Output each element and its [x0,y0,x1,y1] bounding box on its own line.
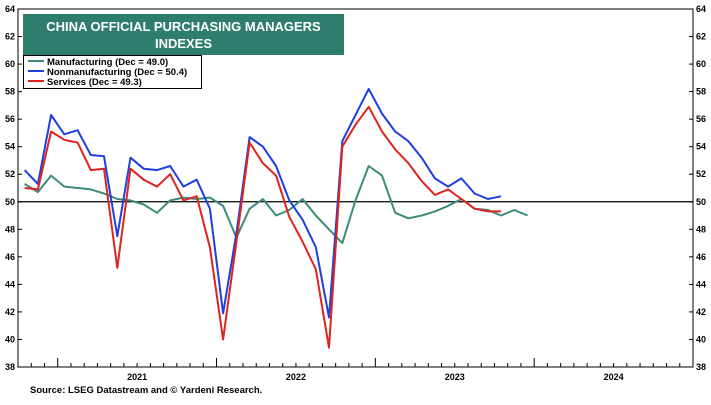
legend-label-manufacturing: Manufacturing (Dec = 49.0) [47,57,169,68]
y-tick-label-left: 54 [5,142,15,152]
y-tick-label-right: 52 [696,169,706,179]
legend: Manufacturing (Dec = 49.0) Nonmanufactur… [23,55,202,89]
y-tick-label-right: 58 [696,87,706,97]
legend-item-manufacturing: Manufacturing (Dec = 49.0) [28,58,168,68]
legend-label-services: Services (Dec = 49.3) [47,77,142,88]
y-tick-label-right: 62 [696,32,706,42]
y-tick-label-right: 46 [696,252,706,262]
y-tick-label-left: 62 [5,32,15,42]
y-tick-label-left: 60 [5,59,15,69]
y-tick-label-right: 54 [696,142,706,152]
legend-swatch-manufacturing [28,60,44,63]
y-tick-label-left: 42 [5,307,15,317]
y-tick-label-left: 58 [5,87,15,97]
x-year-label: 2022 [286,372,306,382]
y-tick-label-right: 56 [696,114,706,124]
y-tick-label-right: 40 [696,334,706,344]
plot-frame [17,8,694,368]
y-tick-label-left: 38 [5,362,15,372]
y-tick-label-right: 38 [696,362,706,372]
chart-title: CHINA OFFICIAL PURCHASING MANAGERS INDEX… [46,19,321,51]
y-tick-label-right: 44 [696,279,706,289]
y-tick-label-left: 52 [5,169,15,179]
y-tick-label-left: 56 [5,114,15,124]
legend-swatch-nonmanufacturing [28,70,44,73]
series-line-nonmanufacturing [23,87,502,319]
y-tick-label-right: 42 [696,307,706,317]
y-tick-label-left: 50 [5,197,15,207]
source-note: Source: LSEG Datastream and © Yardeni Re… [30,385,263,396]
y-tick-label-left: 44 [5,279,15,289]
chart-title-box: CHINA OFFICIAL PURCHASING MANAGERS INDEX… [23,14,344,68]
y-tick-label-right: 60 [696,59,706,69]
x-year-label: 2023 [445,372,465,382]
y-tick-label-right: 50 [696,197,706,207]
legend-item-nonmanufacturing: Nonmanufacturing (Dec = 50.4) [28,68,187,78]
series-line-services [24,105,502,349]
y-tick-label-left: 46 [5,252,15,262]
legend-label-nonmanufacturing: Nonmanufacturing (Dec = 50.4) [47,67,188,78]
y-tick-label-left: 40 [5,334,15,344]
y-tick-label-left: 48 [5,224,15,234]
y-tick-label-right: 48 [696,224,706,234]
y-tick-label-left: 64 [5,4,15,14]
legend-swatch-services [28,80,44,83]
y-tick-label-right: 64 [696,4,706,14]
x-year-label: 2021 [127,372,147,382]
x-year-label: 2024 [604,372,624,382]
legend-item-services: Services (Dec = 49.3) [28,78,142,88]
